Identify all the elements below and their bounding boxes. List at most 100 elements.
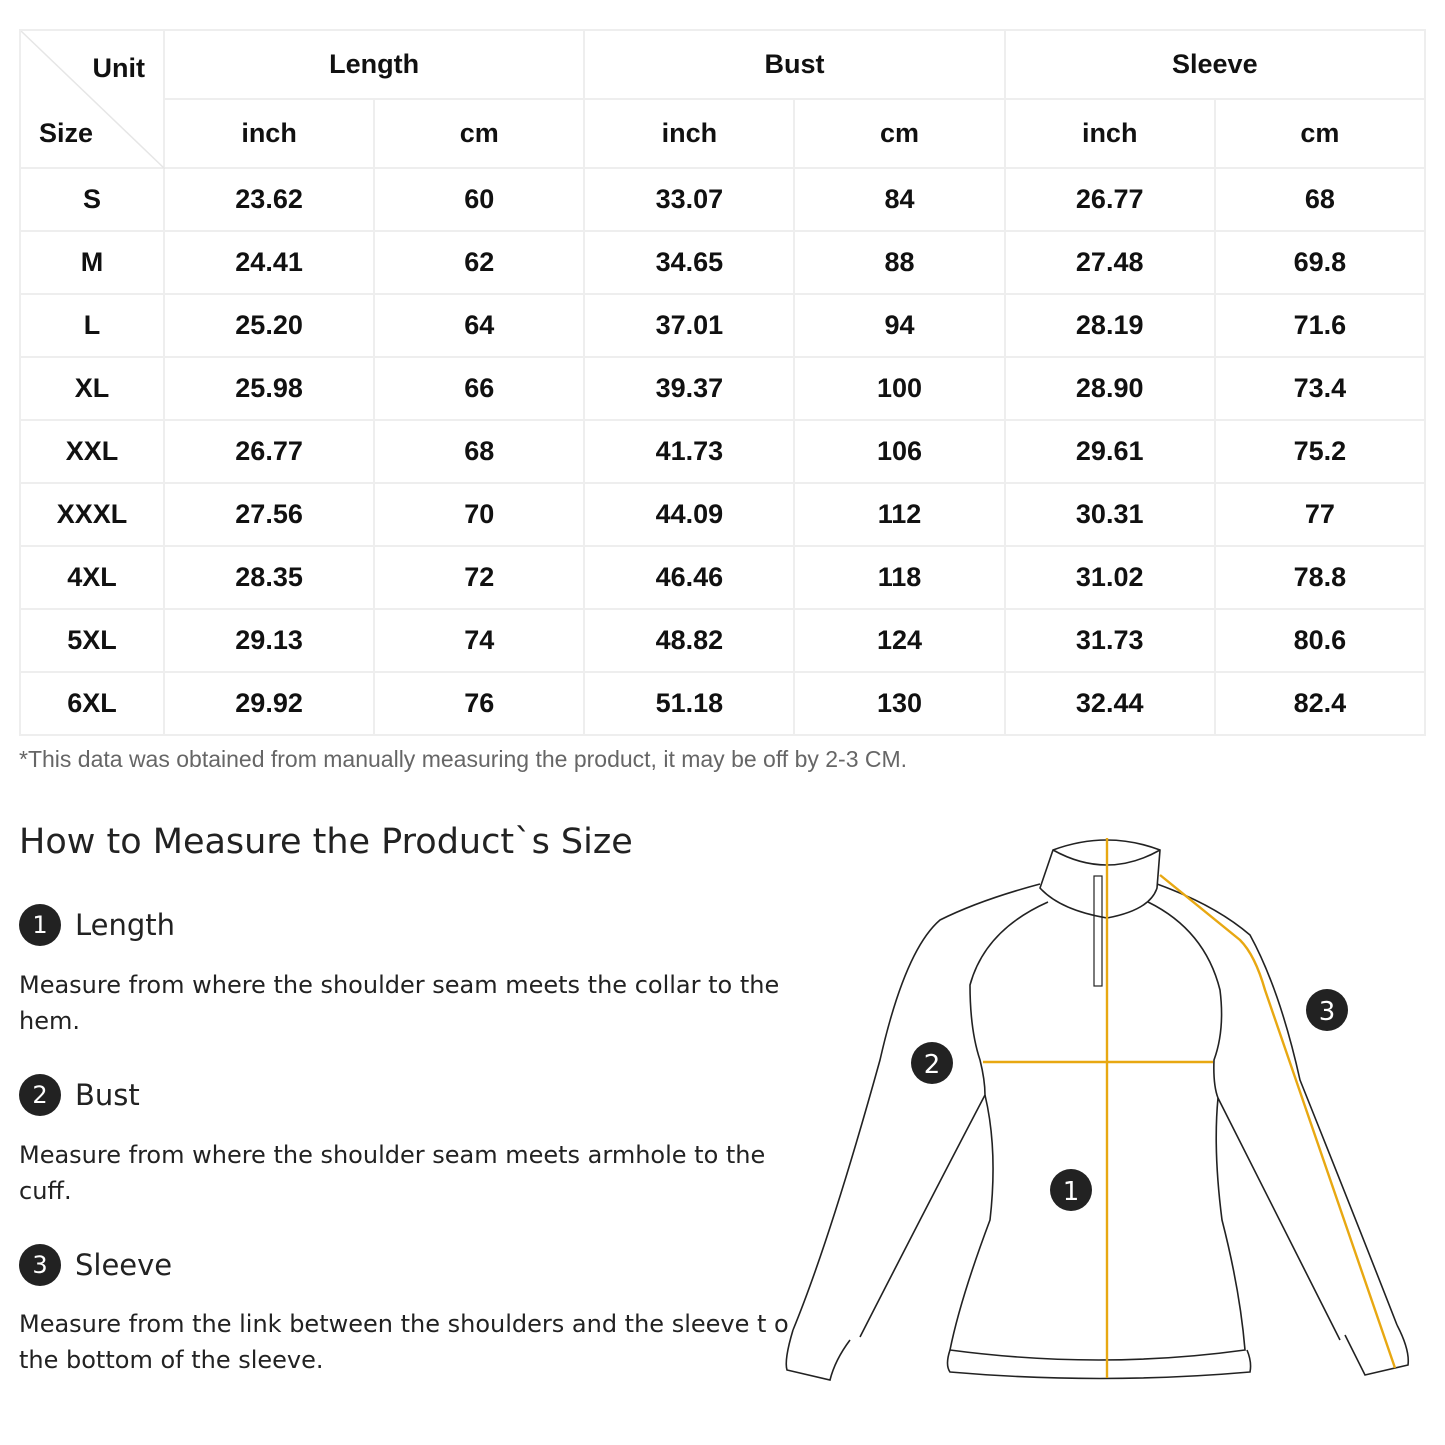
value-cell: 24.41 [162, 230, 376, 295]
step-bust: 2 Bust [19, 1074, 140, 1116]
value-cell: 100 [793, 356, 1006, 421]
table-row: 4XL 28.35 72 46.46 118 31.02 78.8 [19, 545, 1427, 610]
table-row: XL 25.98 66 39.37 100 28.90 73.4 [19, 356, 1427, 421]
value-cell: 77 [1213, 482, 1427, 547]
unit-header: cm [793, 98, 1006, 169]
value-cell: 88 [793, 230, 1006, 295]
value-cell: 82.4 [1213, 671, 1427, 736]
value-cell: 31.02 [1003, 545, 1216, 610]
sleeve-measure-line [1159, 874, 1397, 1369]
value-cell: 25.98 [162, 356, 376, 421]
svg-text:1: 1 [1063, 1177, 1080, 1207]
value-cell: 32.44 [1003, 671, 1216, 736]
value-cell: 68 [373, 419, 586, 484]
value-cell: 84 [793, 167, 1006, 232]
table-row: 5XL 29.13 74 48.82 124 31.73 80.6 [19, 608, 1427, 673]
value-cell: 28.90 [1003, 356, 1216, 421]
step-title: Bust [75, 1078, 140, 1112]
size-cell: XXL [19, 419, 165, 484]
unit-label: Unit [92, 53, 145, 83]
value-cell: 28.19 [1003, 293, 1216, 358]
marker-3: 3 [1306, 989, 1348, 1031]
step-number-badge: 1 [19, 904, 61, 946]
diagonal-divider [21, 31, 165, 169]
step-sleeve: 3 Sleeve [19, 1244, 172, 1286]
value-cell: 44.09 [583, 482, 796, 547]
value-cell: 26.77 [162, 419, 376, 484]
value-cell: 41.73 [583, 419, 796, 484]
value-cell: 64 [373, 293, 586, 358]
table-row: 6XL 29.92 76 51.18 130 32.44 82.4 [19, 671, 1427, 736]
value-cell: 27.56 [162, 482, 376, 547]
value-cell: 66 [373, 356, 586, 421]
value-cell: 33.07 [583, 167, 796, 232]
value-cell: 46.46 [583, 545, 796, 610]
unit-header: inch [162, 98, 376, 169]
value-cell: 39.37 [583, 356, 796, 421]
measure-lines [983, 838, 1397, 1378]
value-cell: 124 [793, 608, 1006, 673]
howto-title: How to Measure the Product`s Size [19, 822, 633, 862]
step-description: Measure from the link between the should… [19, 1310, 789, 1374]
step-number-badge: 3 [19, 1244, 61, 1286]
value-cell: 70 [373, 482, 586, 547]
step-description: Measure from where the shoulder seam mee… [19, 1141, 766, 1205]
value-cell: 29.61 [1003, 419, 1216, 484]
value-cell: 76 [373, 671, 586, 736]
value-cell: 78.8 [1213, 545, 1427, 610]
value-cell: 112 [793, 482, 1006, 547]
unit-header: cm [373, 98, 586, 169]
size-cell: 6XL [19, 671, 165, 736]
value-cell: 74 [373, 608, 586, 673]
group-header-bust: Bust [583, 29, 1006, 100]
corner-header: Unit Size [19, 29, 165, 169]
value-cell: 51.18 [583, 671, 796, 736]
table-row: M 24.41 62 34.65 88 27.48 69.8 [19, 230, 1427, 295]
size-cell: L [19, 293, 165, 358]
value-cell: 29.13 [162, 608, 376, 673]
value-cell: 71.6 [1213, 293, 1427, 358]
value-cell: 130 [793, 671, 1006, 736]
group-header-sleeve: Sleeve [1003, 29, 1427, 100]
unit-header: inch [583, 98, 796, 169]
value-cell: 68 [1213, 167, 1427, 232]
step-title: Sleeve [75, 1248, 173, 1282]
value-cell: 27.48 [1003, 230, 1216, 295]
table-row: XXL 26.77 68 41.73 106 29.61 75.2 [19, 419, 1427, 484]
size-cell: S [19, 167, 165, 232]
size-chart-table: Unit Size Length Bust Sleeve inch cm inch c… [19, 29, 1427, 736]
value-cell: 73.4 [1213, 356, 1427, 421]
marker-2: 2 [911, 1042, 953, 1084]
step-title: Length [75, 908, 176, 942]
value-cell: 72 [373, 545, 586, 610]
size-cell: M [19, 230, 165, 295]
value-cell: 118 [793, 545, 1006, 610]
value-cell: 62 [373, 230, 586, 295]
value-cell: 106 [793, 419, 1006, 484]
unit-header: cm [1213, 98, 1427, 169]
value-cell: 37.01 [583, 293, 796, 358]
svg-text:2: 2 [924, 1050, 941, 1080]
svg-text:3: 3 [1319, 997, 1336, 1027]
value-cell: 30.31 [1003, 482, 1216, 547]
size-label: Size [39, 118, 94, 148]
table-row: XXXL 27.56 70 44.09 112 30.31 77 [19, 482, 1427, 547]
size-cell: XL [19, 356, 165, 421]
value-cell: 29.92 [162, 671, 376, 736]
value-cell: 80.6 [1213, 608, 1427, 673]
step-description: Measure from where the shoulder seam mee… [19, 971, 780, 1035]
step-length: 1 Length [19, 904, 175, 946]
group-header-length: Length [162, 29, 586, 100]
value-cell: 28.35 [162, 545, 376, 610]
size-cell: XXXL [19, 482, 165, 547]
measurement-note: *This data was obtained from manually me… [19, 746, 908, 772]
jacket-outline [785, 839, 1410, 1381]
size-cell: 5XL [19, 608, 165, 673]
table-row: S 23.62 60 33.07 84 26.77 68 [19, 167, 1427, 232]
value-cell: 69.8 [1213, 230, 1427, 295]
table-row: L 25.20 64 37.01 94 28.19 71.6 [19, 293, 1427, 358]
size-cell: 4XL [19, 545, 165, 610]
unit-header: inch [1003, 98, 1216, 169]
value-cell: 60 [373, 167, 586, 232]
